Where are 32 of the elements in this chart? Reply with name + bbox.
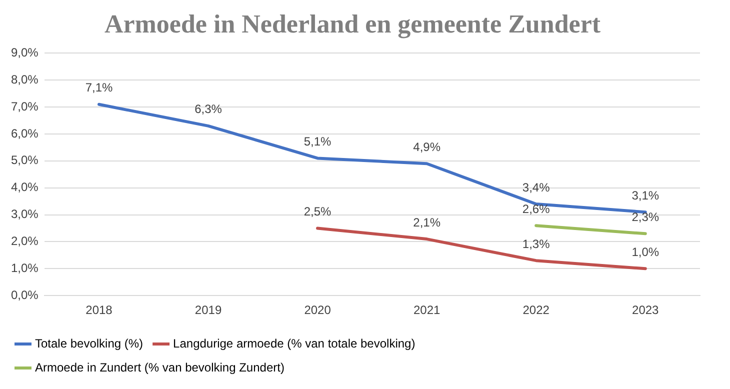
data-label: 2,6%: [522, 202, 550, 216]
y-tick-label: 2,0%: [10, 234, 39, 248]
y-tick-label: 0,0%: [10, 288, 39, 302]
y-tick-label: 5,0%: [10, 153, 39, 168]
legend-label: Langdurige armoede (% van totale bevolking): [173, 336, 416, 350]
data-label: 2,1%: [413, 215, 441, 230]
data-label: 3,4%: [522, 180, 550, 194]
x-tick-label: 2021: [413, 303, 440, 318]
data-label: 5,1%: [304, 134, 332, 149]
legend-label: Armoede in Zundert (% van bevolking Zundert): [35, 360, 284, 374]
data-label: 1,0%: [632, 244, 660, 259]
x-tick-label: 2020: [304, 303, 332, 318]
data-label: 3,1%: [632, 188, 660, 202]
y-tick-label: 8,0%: [10, 72, 39, 86]
data-label: 1,3%: [522, 236, 550, 251]
data-label: 2,5%: [304, 204, 332, 219]
y-tick-label: 6,0%: [10, 126, 39, 140]
data-label: 7,1%: [85, 80, 113, 95]
y-tick-label: 1,0%: [10, 260, 39, 275]
data-label: 2,3%: [632, 210, 660, 224]
x-tick-label: 2019: [194, 303, 222, 318]
y-tick-label: 7,0%: [10, 99, 39, 114]
data-label: 6,3%: [194, 102, 222, 116]
x-tick-label: 2023: [632, 303, 660, 318]
y-tick-label: 3,0%: [10, 207, 39, 222]
data-label: 4,9%: [413, 140, 441, 154]
y-tick-label: 9,0%: [10, 46, 39, 60]
x-tick-label: 2022: [522, 303, 550, 318]
x-tick-label: 2018: [86, 303, 113, 318]
y-tick-label: 4,0%: [10, 180, 39, 194]
legend-label: Totale bevolking (%): [35, 336, 144, 350]
chart-title: Armoede in Nederland en gemeente Zundert: [104, 9, 601, 38]
